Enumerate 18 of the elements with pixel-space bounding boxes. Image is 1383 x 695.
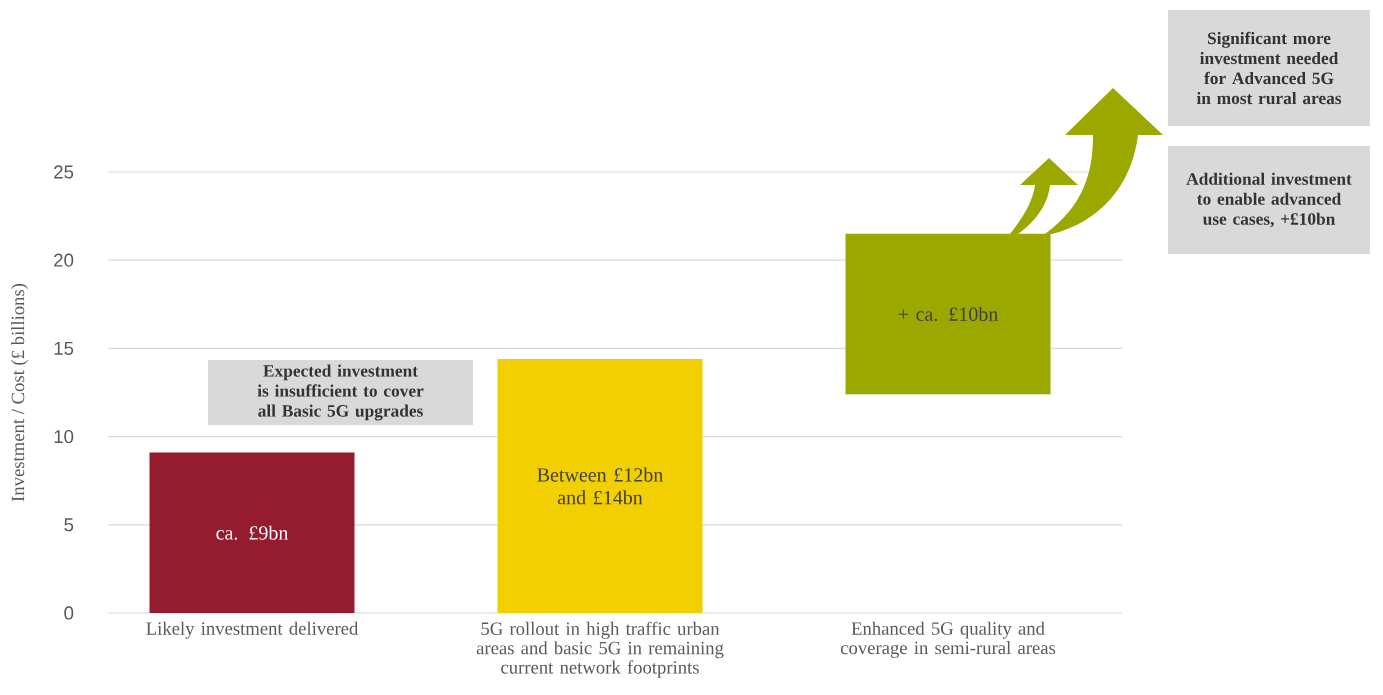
y-tick-label: 0 bbox=[64, 606, 74, 620]
x-tick-label: Likely investment delivered bbox=[146, 621, 359, 639]
y-tick-label: 10 bbox=[54, 429, 74, 444]
y-tick-label: 5 bbox=[64, 518, 74, 532]
annotation: + ca. £10bn bbox=[898, 306, 999, 322]
annotation: Expected investment is insufficient to cover all Basic 5G upgrades bbox=[257, 364, 424, 421]
data-label: ca. £9bn bbox=[216, 525, 289, 540]
bar bbox=[149, 452, 355, 613]
data-label: Between £12bn and £14bn bbox=[537, 467, 664, 505]
bar bbox=[497, 358, 703, 613]
text: Significant more investment needed for Advanced 5G in most rural areas bbox=[1196, 31, 1342, 105]
x-tick-label: 5G rollout in high traffic urban areas and basic 5G in remaining current network footprints bbox=[476, 621, 724, 678]
text: Additional investment to enable advanced use cases, +£10bn bbox=[1186, 172, 1352, 228]
y-tick-label: 15 bbox=[54, 341, 74, 355]
y-axis-title: Investment / Cost (£ billions) bbox=[11, 283, 29, 502]
y-tick-label: 20 bbox=[54, 253, 74, 267]
x-tick-label: Enhanced 5G quality and coverage in semi-rural areas bbox=[840, 621, 1056, 659]
y-tick-label: 25 bbox=[54, 165, 74, 179]
